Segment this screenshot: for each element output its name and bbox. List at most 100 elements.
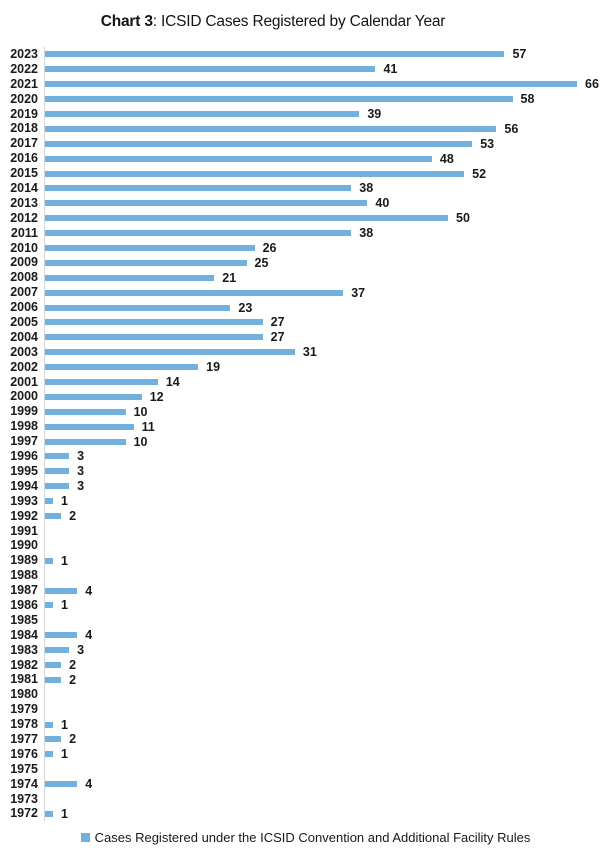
bar <box>45 185 352 192</box>
year-label: 1979 <box>10 702 38 717</box>
bar-track <box>44 791 611 807</box>
bar <box>45 736 62 743</box>
bar <box>45 245 255 252</box>
bar-row: 2000 12 <box>0 389 611 405</box>
bar <box>45 319 263 326</box>
bar-track: 2 <box>44 657 611 673</box>
year-label: 2009 <box>10 255 38 270</box>
bar-track <box>44 568 611 584</box>
bar-row: 2015 52 <box>0 166 611 182</box>
chart-legend: Cases Registered under the ICSID Convent… <box>0 830 611 845</box>
bar <box>45 334 263 341</box>
bar-track: 19 <box>44 359 611 375</box>
value-label: 38 <box>359 226 374 241</box>
year-label: 2016 <box>10 151 38 166</box>
year-label: 1990 <box>10 538 38 553</box>
bar-row: 2003 31 <box>0 344 611 360</box>
bar-track: 25 <box>44 255 611 271</box>
bar-row: 2018 56 <box>0 121 611 137</box>
value-label: 39 <box>367 107 382 121</box>
year-label: 2011 <box>10 225 38 240</box>
bar <box>45 453 70 460</box>
bar <box>45 557 54 564</box>
bar-track: 3 <box>44 449 611 464</box>
year-label: 1996 <box>10 449 38 464</box>
year-label: 1977 <box>10 731 38 746</box>
value-label: 25 <box>254 255 269 270</box>
year-label: 1984 <box>10 627 38 642</box>
bar-track: 26 <box>44 240 611 256</box>
bar-row: 2004 27 <box>0 329 611 345</box>
bar-chart-plot-area: 2023 57 2022 41 2021 66 2020 58 2019 39 2018 56 2017… <box>0 47 611 822</box>
bar <box>45 587 78 594</box>
bar-track: 3 <box>44 642 611 658</box>
bar-track: 38 <box>44 181 611 196</box>
year-label: 1988 <box>10 568 38 583</box>
value-label: 50 <box>456 211 470 226</box>
bar <box>45 215 449 222</box>
bar <box>45 676 62 683</box>
bar-row: 1978 1 <box>0 717 611 732</box>
year-label: 1994 <box>10 478 38 493</box>
bar-track: 10 <box>44 404 611 420</box>
bar-track <box>44 702 611 718</box>
year-label: 2013 <box>10 195 38 210</box>
year-label: 1985 <box>10 612 38 627</box>
value-label: 2 <box>69 672 77 687</box>
bar <box>45 230 352 237</box>
value-label: 10 <box>133 404 148 419</box>
bar-track: 21 <box>44 270 611 286</box>
bar <box>45 498 54 505</box>
value-label: 3 <box>77 449 85 464</box>
bar <box>45 274 215 281</box>
year-label: 1986 <box>10 597 38 612</box>
value-label: 27 <box>270 315 285 330</box>
legend-label: Cases Registered under the ICSID Convent… <box>94 830 531 845</box>
value-label: 3 <box>77 643 85 658</box>
year-label: 2001 <box>10 374 38 389</box>
bar-track: 27 <box>44 329 611 345</box>
value-label: 11 <box>141 419 155 434</box>
value-label: 19 <box>206 360 221 375</box>
bar-track: 1 <box>44 746 611 762</box>
value-label: 41 <box>383 62 398 77</box>
bar <box>45 423 134 430</box>
bar-row: 1977 2 <box>0 731 611 747</box>
bar <box>45 513 62 520</box>
bar-row: 1991 <box>0 523 611 539</box>
bar-track: 50 <box>44 210 611 226</box>
bar-track: 27 <box>44 315 611 330</box>
chart-title-text: : ICSID Cases Registered by Calendar Yea… <box>152 13 446 30</box>
value-label: 10 <box>133 434 148 449</box>
bar <box>45 349 295 356</box>
bar-row: 2009 25 <box>0 255 611 271</box>
value-label: 31 <box>302 345 317 360</box>
bar-track: 38 <box>44 225 611 241</box>
bar <box>45 66 376 73</box>
year-label: 1976 <box>10 746 38 761</box>
bar-track: 53 <box>44 136 611 152</box>
bar <box>45 781 78 788</box>
bar <box>45 304 231 311</box>
bar-row: 2011 38 <box>0 225 611 241</box>
bar-row: 2002 19 <box>0 359 611 375</box>
bar-row: 1985 <box>0 612 611 628</box>
year-label: 2010 <box>10 240 38 255</box>
value-label: 1 <box>61 717 68 732</box>
bar <box>45 289 344 296</box>
bar-track <box>44 538 611 554</box>
bar-track <box>44 761 611 777</box>
year-label: 2019 <box>10 106 38 121</box>
bar-row: 1974 4 <box>0 776 611 792</box>
bar-row: 2014 38 <box>0 181 611 196</box>
bar-row: 1999 10 <box>0 404 611 420</box>
bar-track: 2 <box>44 731 611 747</box>
bar <box>45 721 54 728</box>
bar-row: 2022 41 <box>0 61 611 77</box>
value-label: 27 <box>270 330 285 345</box>
bar <box>45 170 465 177</box>
bar <box>45 632 78 639</box>
year-label: 1975 <box>10 761 38 776</box>
bar-track: 2 <box>44 508 611 524</box>
value-label: 66 <box>585 77 599 92</box>
